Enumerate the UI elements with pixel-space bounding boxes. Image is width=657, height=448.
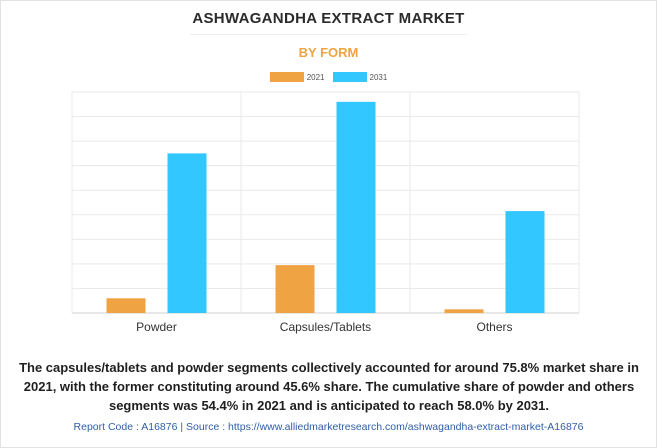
legend-item-2031[interactable]: 2031 <box>332 72 388 82</box>
bar-2031-capsules-tablets <box>336 101 376 313</box>
bar-2021-capsules-tablets <box>275 265 315 313</box>
chart-title: ASHWAGANDHA EXTRACT MARKET <box>192 10 465 27</box>
legend-label-2031: 2031 <box>369 72 388 82</box>
legend-item-2021[interactable]: 2021 <box>269 72 325 82</box>
bar-chart: Powder Capsules/Tablets Others <box>71 91 580 334</box>
chart-caption: The capsules/tablets and powder segments… <box>19 360 639 413</box>
bar-2021-powder <box>106 298 146 313</box>
footer-separator: | <box>180 421 184 433</box>
bar-2031-powder <box>167 153 207 313</box>
legend: 2021 2031 <box>0 72 657 82</box>
source-link[interactable]: Source : https://www.alliedmarketresearc… <box>186 421 584 433</box>
x-tick-label: Others <box>476 320 512 334</box>
title-divider <box>190 34 467 35</box>
x-tick-label: Powder <box>136 320 177 334</box>
report-code: Report Code : A16876 <box>73 421 178 433</box>
legend-swatch-2031 <box>332 72 367 82</box>
legend-swatch-2021 <box>269 72 304 82</box>
bar-2021-others <box>444 309 484 313</box>
bar-2031-others <box>505 211 545 313</box>
x-tick-label: Capsules/Tablets <box>280 320 371 334</box>
legend-label-2021: 2021 <box>306 72 325 82</box>
chart-subtitle: BY FORM <box>298 45 359 60</box>
footer: Report Code : A16876 | Source : https://… <box>0 421 657 433</box>
